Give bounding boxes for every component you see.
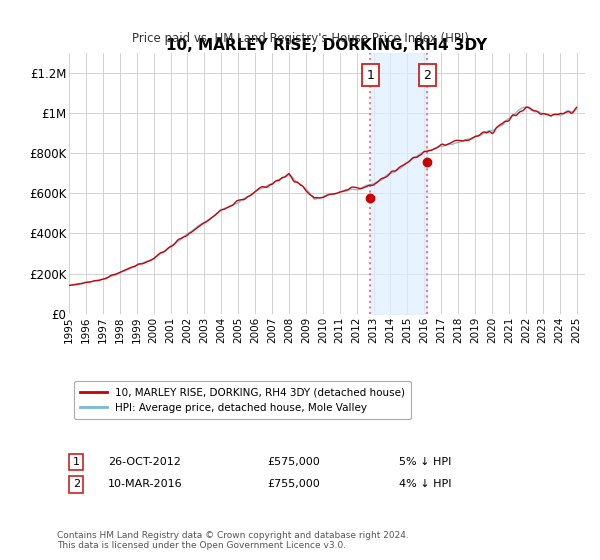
Text: 2: 2 (73, 479, 80, 489)
Title: 10, MARLEY RISE, DORKING, RH4 3DY: 10, MARLEY RISE, DORKING, RH4 3DY (166, 38, 488, 53)
Text: 10-MAR-2016: 10-MAR-2016 (108, 479, 182, 489)
Text: 5% ↓ HPI: 5% ↓ HPI (399, 457, 451, 467)
Text: £755,000: £755,000 (267, 479, 320, 489)
Text: £575,000: £575,000 (267, 457, 320, 467)
Text: 1: 1 (73, 457, 80, 467)
Text: Price paid vs. HM Land Registry's House Price Index (HPI): Price paid vs. HM Land Registry's House … (131, 31, 469, 45)
Text: 26-OCT-2012: 26-OCT-2012 (108, 457, 181, 467)
Text: 1: 1 (367, 69, 374, 82)
Text: Contains HM Land Registry data © Crown copyright and database right 2024.
This d: Contains HM Land Registry data © Crown c… (57, 530, 409, 550)
Text: 2: 2 (424, 69, 431, 82)
Text: 4% ↓ HPI: 4% ↓ HPI (399, 479, 452, 489)
Legend: 10, MARLEY RISE, DORKING, RH4 3DY (detached house), HPI: Average price, detached: 10, MARLEY RISE, DORKING, RH4 3DY (detac… (74, 381, 411, 419)
